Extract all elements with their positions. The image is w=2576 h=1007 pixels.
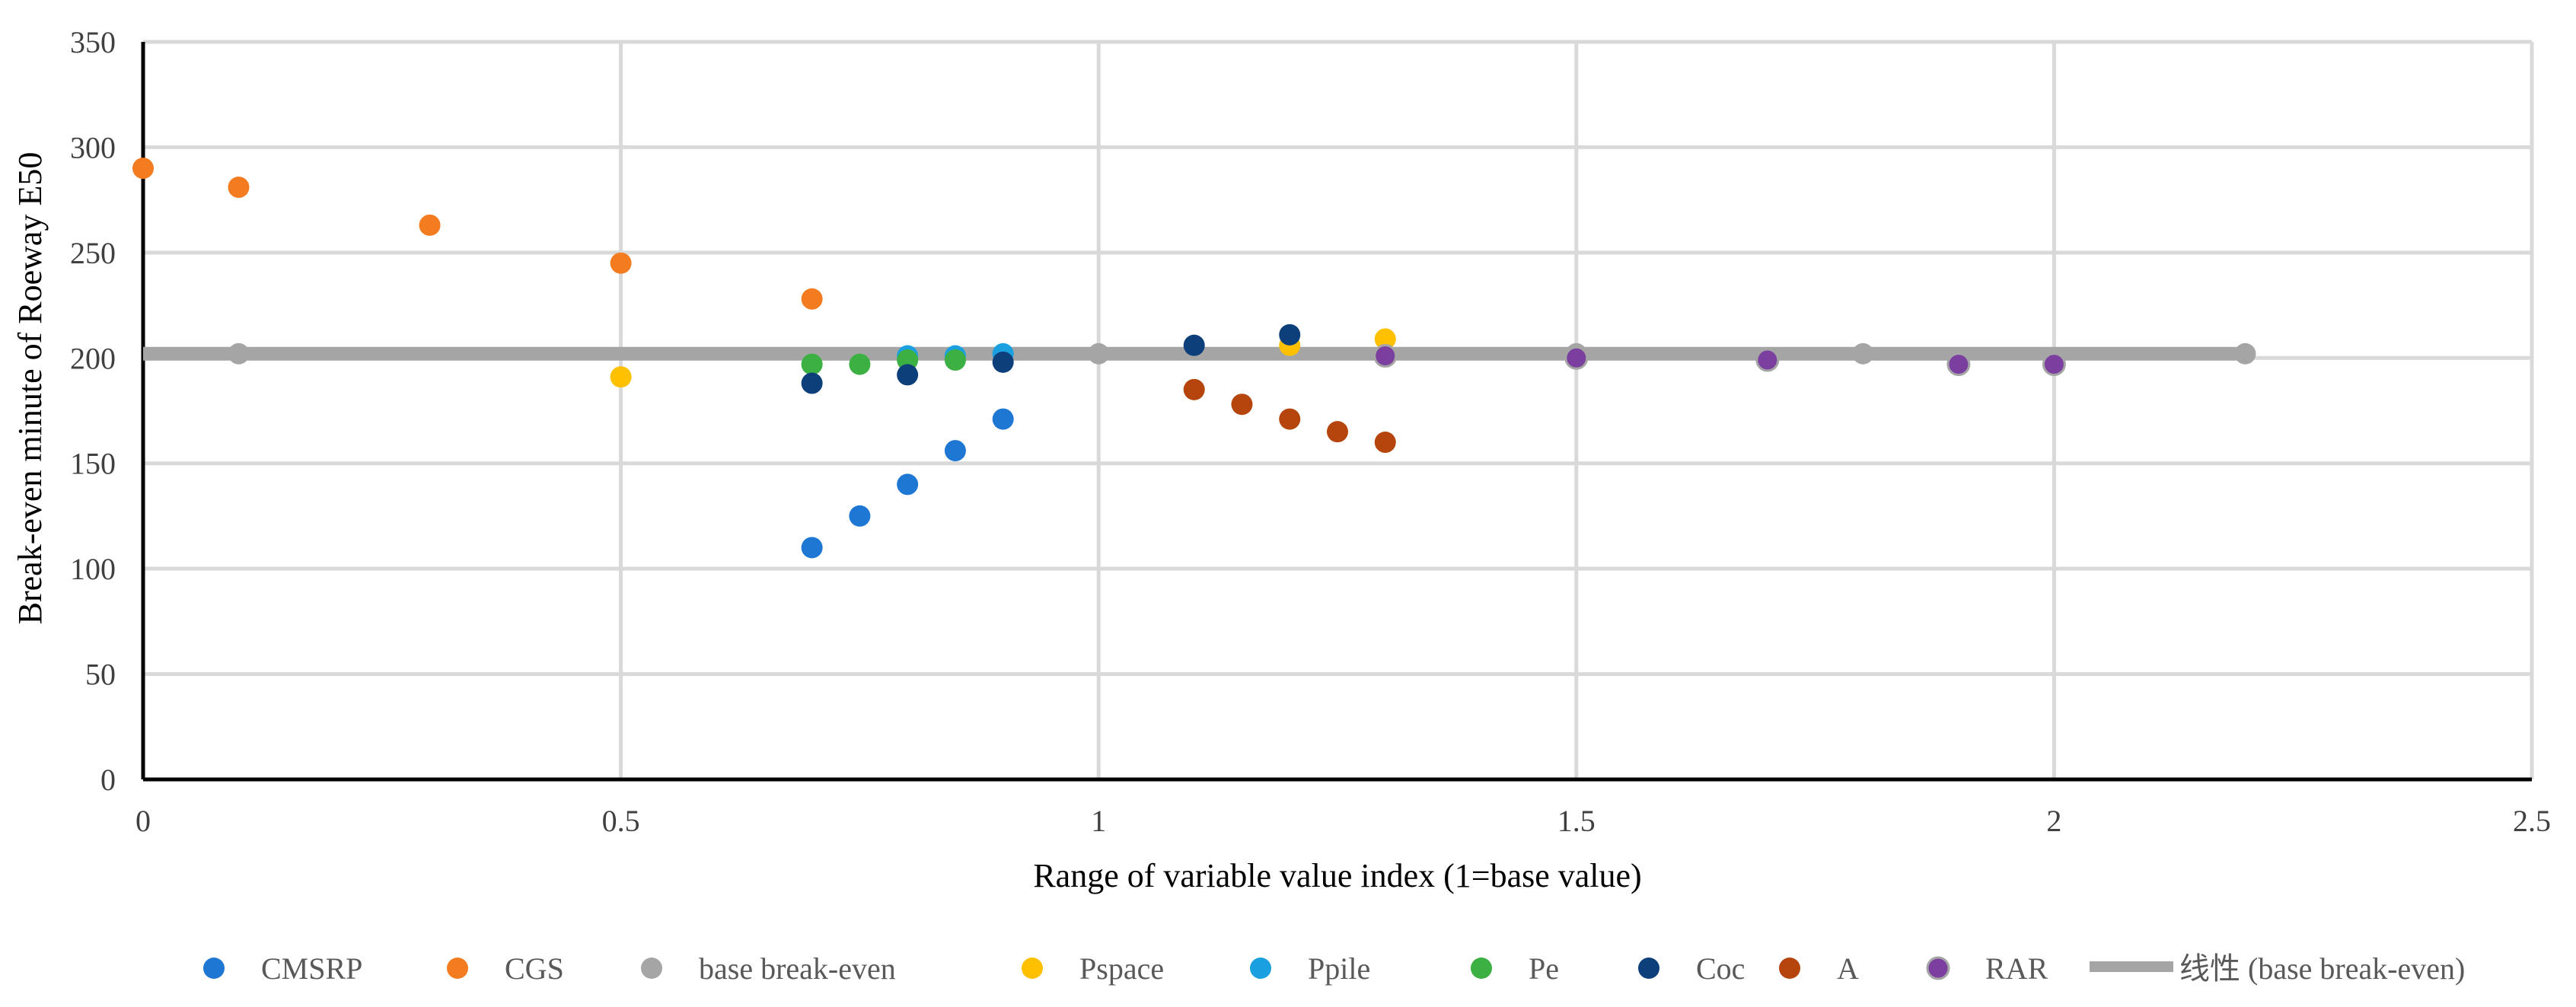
point-rar (1755, 348, 1780, 372)
point-pe (849, 353, 871, 375)
point-cmsrp (897, 473, 919, 496)
point-cgs (419, 214, 441, 236)
point-rar (1373, 344, 1398, 368)
data-points (132, 158, 2256, 559)
point-base-break-even (1088, 343, 1110, 365)
legend: CMSRP CGS base break-even Pspace Ppile Pe Coc A… (203, 951, 2465, 986)
point-base-break-even (2234, 343, 2256, 365)
point-coc (992, 351, 1014, 373)
point-pe (944, 349, 966, 371)
point-a (1279, 408, 1301, 430)
point-cmsrp (992, 408, 1014, 430)
x-axis-title: Range of variable value index (1=base va… (1033, 857, 1641, 894)
legend-label-pe: Pe (1529, 951, 1559, 986)
legend-marker-pspace (1022, 958, 1043, 979)
point-rar (1946, 352, 1971, 377)
x-tick-label: 1 (1091, 804, 1106, 838)
point-coc (801, 372, 823, 394)
y-tick-label: 300 (70, 130, 116, 164)
legend-label-rar: RAR (1985, 951, 2048, 986)
legend-marker-cmsrp (203, 958, 225, 979)
legend-label-trendline: 线性 (base break-even) (2179, 951, 2465, 986)
x-tick-label: 2.5 (2513, 804, 2551, 838)
legend-label-ppile: Ppile (1308, 951, 1370, 986)
gridlines (143, 40, 2534, 779)
legend-marker-rar (1926, 956, 1950, 980)
point-a (1374, 432, 1396, 454)
legend-marker-ppile (1250, 958, 1271, 979)
point-cmsrp (849, 505, 871, 527)
point-pspace (610, 366, 632, 388)
x-tick-label: 1.5 (1557, 804, 1596, 838)
y-tick-label: 100 (70, 552, 116, 586)
y-tick-label: 0 (100, 763, 116, 797)
point-cgs (228, 177, 250, 199)
point-base-break-even (228, 343, 250, 365)
legend-label-coc: Coc (1696, 951, 1745, 986)
point-rar (1564, 346, 1589, 370)
x-tick-label: 0 (135, 804, 151, 838)
y-tick-label: 50 (85, 658, 116, 692)
point-rar (2042, 352, 2066, 377)
legend-label-cgs: CGS (505, 951, 564, 986)
point-coc (1279, 323, 1301, 346)
legend-label-pspace: Pspace (1079, 951, 1164, 986)
legend-label-cmsrp: CMSRP (261, 951, 362, 986)
legend-marker-pe (1471, 958, 1492, 979)
legend-marker-cgs (447, 958, 468, 979)
legend-label-base-break-even: base break-even (699, 951, 896, 986)
point-a (1231, 394, 1253, 416)
point-a (1327, 421, 1348, 443)
point-cgs (132, 158, 154, 180)
point-pe (801, 353, 823, 375)
y-tick-label: 200 (70, 341, 116, 375)
y-tick-label: 250 (70, 236, 116, 270)
y-tick-label: 350 (70, 25, 116, 59)
legend-marker-coc (1638, 958, 1659, 979)
legend-marker-a (1779, 958, 1800, 979)
point-cgs (610, 252, 632, 274)
y-axis-title: Break-even minute of Roeway E50 (11, 152, 49, 625)
legend-label-a: A (1837, 951, 1859, 986)
point-base-break-even (1852, 343, 1874, 365)
point-coc (1183, 334, 1205, 356)
point-pspace (1374, 328, 1396, 350)
point-cmsrp (944, 440, 966, 462)
point-cgs (801, 288, 823, 310)
axes (141, 42, 2532, 782)
point-a (1183, 378, 1205, 400)
point-pe (897, 349, 919, 371)
y-tick-label: 150 (70, 447, 116, 481)
point-cmsrp (801, 537, 823, 559)
tick-labels: 0 50 100 150 200 250 300 350 0 0.5 1 1.5 2 2.5 (70, 25, 2551, 838)
legend-marker-base-break-even (641, 958, 662, 979)
x-tick-label: 0.5 (602, 804, 640, 838)
x-tick-label: 2 (2046, 804, 2061, 838)
point-coc (897, 364, 919, 386)
